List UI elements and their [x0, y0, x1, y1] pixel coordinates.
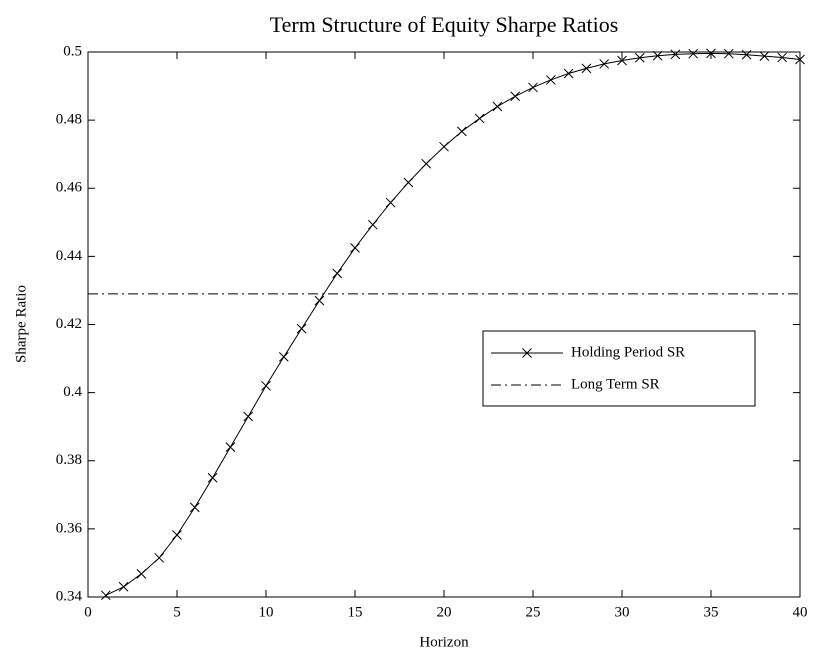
marker	[599, 59, 610, 69]
y-tick-label: 0.38	[56, 452, 82, 468]
marker	[296, 323, 307, 334]
legend-label: Holding Period SR	[571, 344, 685, 360]
x-tick-label: 15	[348, 604, 363, 620]
x-tick-label: 10	[259, 604, 274, 620]
y-tick-label: 0.48	[56, 112, 82, 128]
marker	[617, 55, 627, 66]
y-tick-label: 0.42	[56, 316, 82, 332]
marker	[439, 141, 449, 152]
marker	[100, 590, 111, 601]
marker	[261, 380, 271, 391]
legend-box	[482, 330, 756, 407]
marker	[563, 68, 574, 79]
x-tick-label: 5	[173, 604, 181, 620]
marker	[243, 411, 254, 422]
chart-title: Term Structure of Equity Sharpe Ratios	[270, 12, 619, 37]
marker	[741, 49, 752, 60]
marker	[688, 48, 699, 59]
marker	[492, 101, 503, 112]
marker	[652, 50, 663, 61]
y-tick-label: 0.34	[56, 588, 83, 604]
marker	[278, 352, 289, 362]
x-tick-label: 40	[793, 604, 808, 620]
marker	[367, 219, 378, 230]
marker	[706, 48, 716, 59]
marker	[670, 49, 681, 60]
x-tick-label: 35	[704, 604, 719, 620]
legend-marker	[522, 348, 532, 358]
marker	[777, 52, 788, 63]
marker	[136, 568, 147, 579]
marker	[456, 126, 467, 137]
marker	[474, 113, 485, 124]
marker	[172, 530, 182, 540]
marker	[154, 552, 165, 563]
y-tick-label: 0.5	[63, 43, 82, 59]
marker	[118, 581, 129, 592]
marker	[350, 243, 360, 253]
legend-label: Long Term SR	[571, 376, 660, 392]
x-tick-label: 0	[84, 604, 92, 620]
marker	[421, 158, 432, 169]
marker	[332, 268, 343, 279]
marker	[403, 177, 414, 188]
x-tick-label: 20	[437, 604, 452, 620]
y-tick-label: 0.36	[56, 520, 83, 536]
y-tick-label: 0.44	[56, 248, 83, 264]
y-axis-label: Sharpe Ratio	[13, 285, 29, 363]
marker	[385, 197, 396, 208]
x-axis-label: Horizon	[419, 634, 469, 650]
y-tick-label: 0.46	[56, 180, 83, 196]
x-tick-label: 30	[615, 604, 630, 620]
marker	[795, 54, 805, 65]
x-tick-label: 25	[526, 604, 541, 620]
marker	[634, 52, 645, 63]
marker	[723, 48, 734, 59]
marker	[528, 82, 538, 93]
marker	[314, 295, 325, 306]
marker	[225, 442, 236, 452]
marker	[510, 91, 521, 102]
y-tick-label: 0.4	[63, 384, 82, 400]
marker	[759, 51, 770, 61]
marker	[207, 472, 218, 483]
marker	[581, 63, 592, 74]
marker	[189, 502, 200, 513]
series-line	[105, 52, 801, 596]
marker	[545, 75, 556, 85]
